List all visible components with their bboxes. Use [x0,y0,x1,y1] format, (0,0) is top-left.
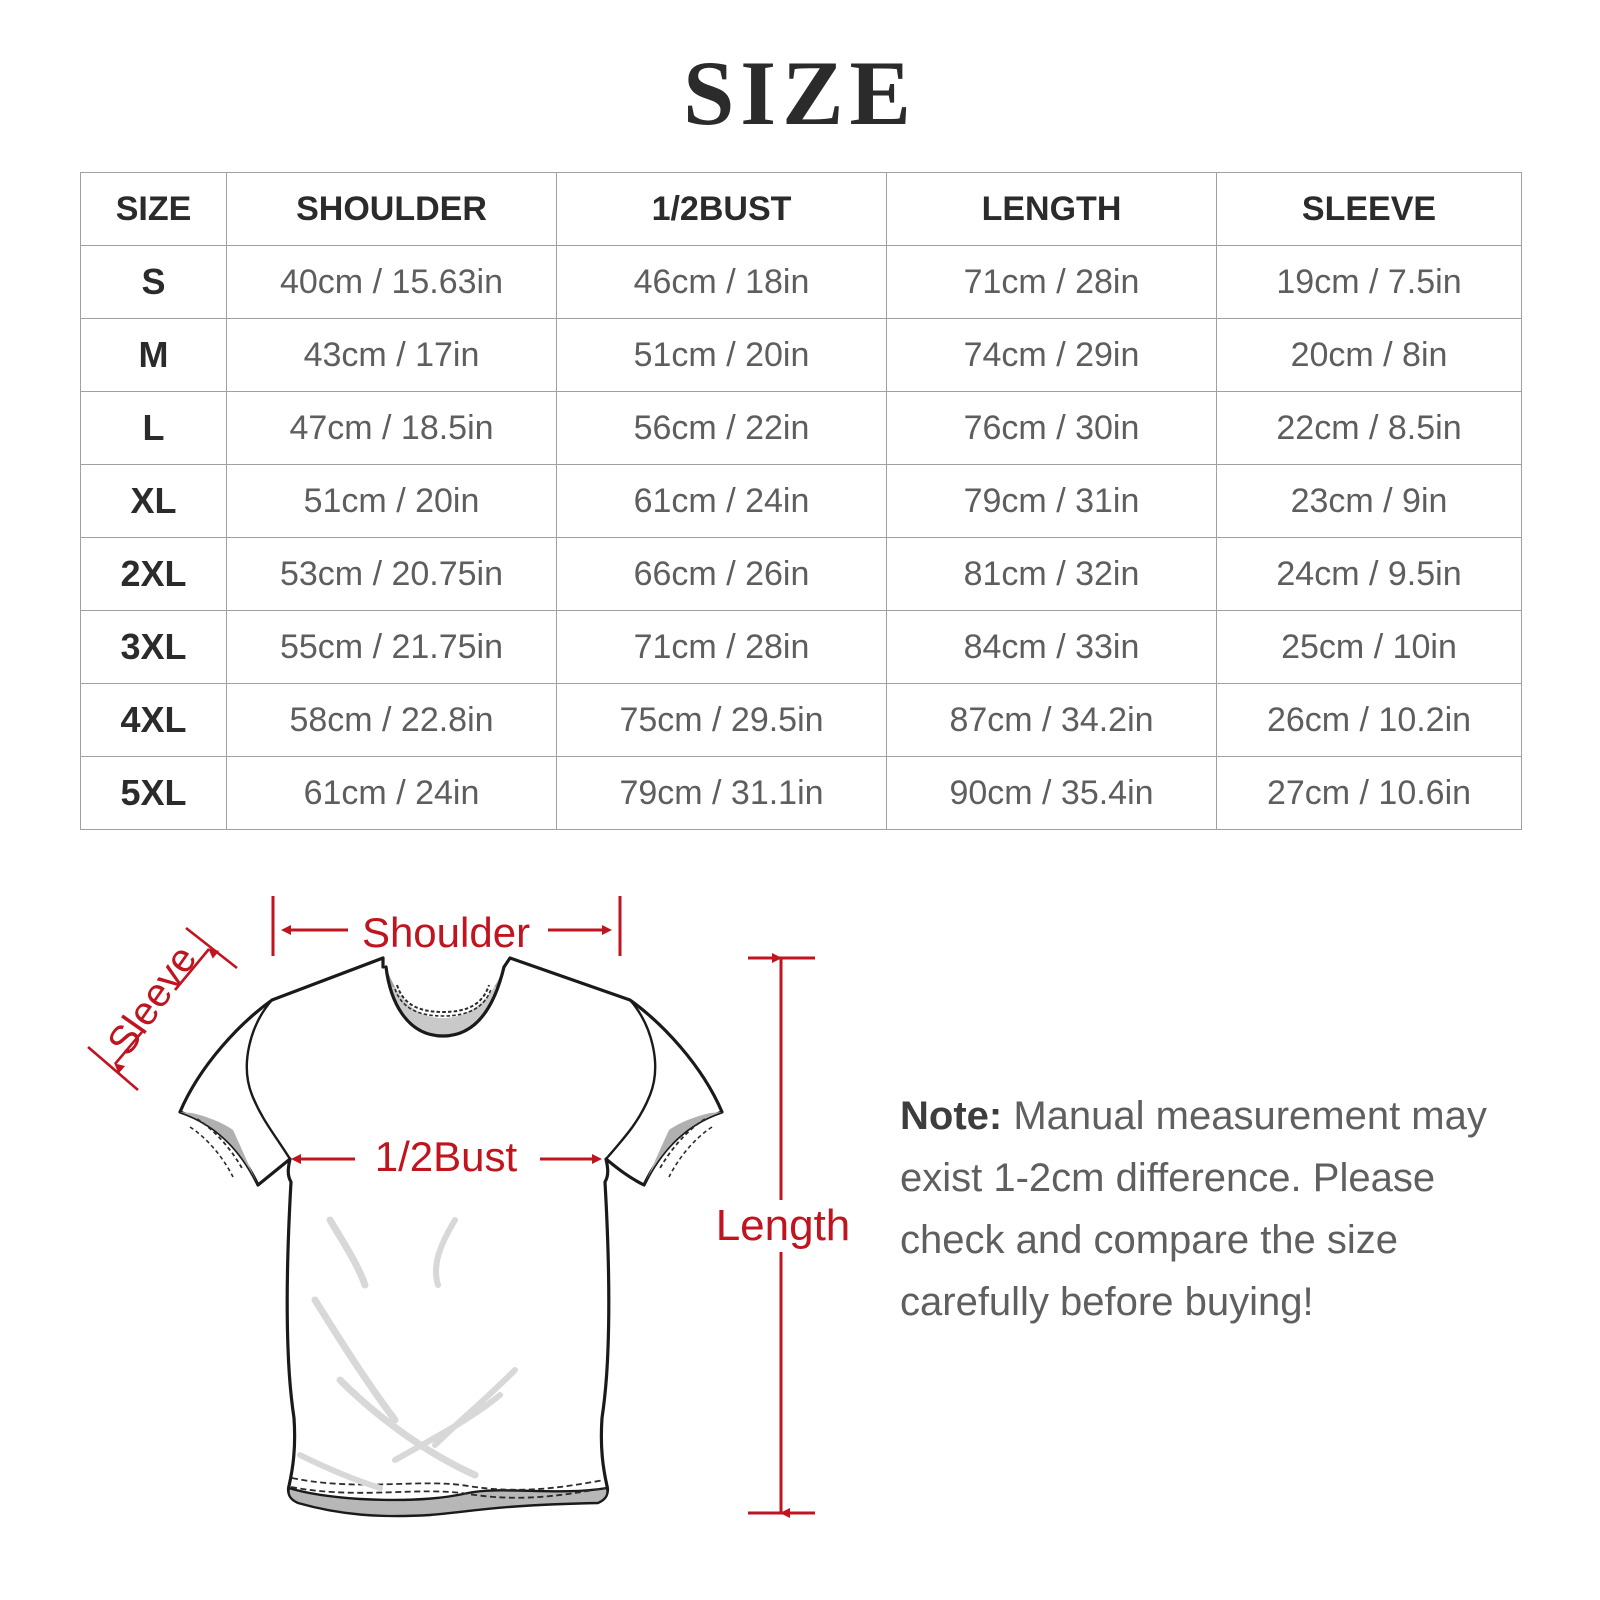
svg-text:1/2Bust: 1/2Bust [375,1133,518,1180]
svg-text:Sleeve: Sleeve [99,938,205,1063]
svg-text:Shoulder: Shoulder [362,909,530,956]
svg-text:Length: Length [716,1201,851,1250]
